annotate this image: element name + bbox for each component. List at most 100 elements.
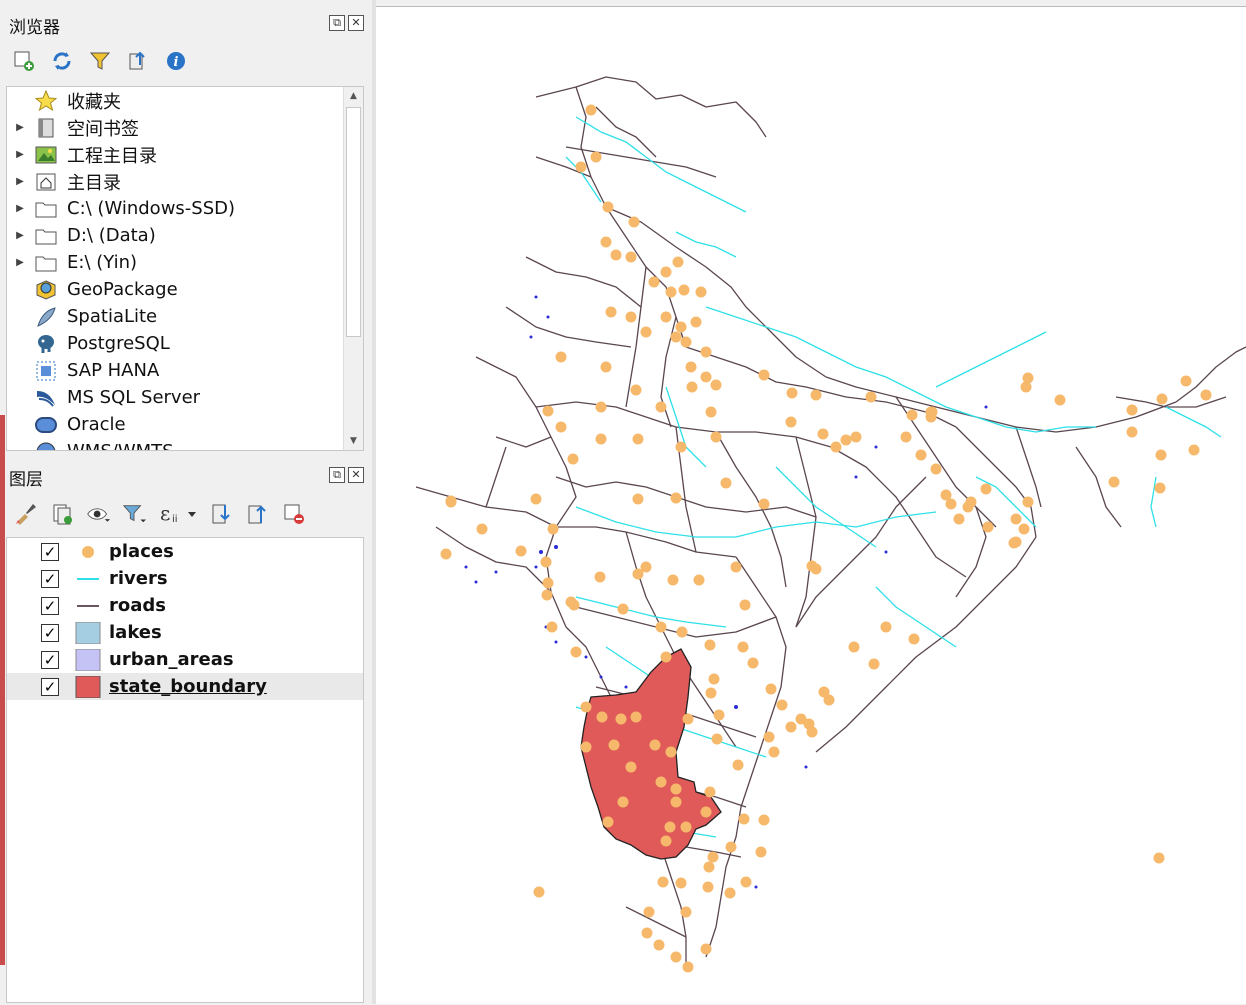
layer-visibility-checkbox[interactable]: ✓ bbox=[41, 623, 59, 642]
add-group-icon[interactable] bbox=[50, 502, 74, 526]
collapse-all-icon[interactable] bbox=[126, 49, 150, 73]
place-marker bbox=[641, 927, 653, 939]
layer-visibility-checkbox[interactable]: ✓ bbox=[41, 569, 59, 588]
place-marker bbox=[945, 498, 957, 510]
browser-scrollbar[interactable]: ▲ ▼ bbox=[343, 87, 363, 450]
tree-item-spatial-bookmarks[interactable]: ▶ 空间书签 bbox=[7, 114, 363, 141]
place-marker bbox=[711, 733, 723, 745]
tree-item-postgresql[interactable]: PostgreSQL bbox=[7, 330, 363, 357]
expand-arrow-icon[interactable]: ▶ bbox=[16, 257, 24, 268]
visibility-icon[interactable] bbox=[86, 502, 110, 526]
sap-hana-icon bbox=[33, 360, 59, 382]
place-marker bbox=[546, 621, 558, 633]
scroll-up-icon[interactable]: ▲ bbox=[350, 91, 357, 101]
place-marker bbox=[657, 876, 669, 888]
expression-icon[interactable]: ε ii bbox=[158, 502, 198, 526]
tree-item-spatialite[interactable]: SpatiaLite bbox=[7, 303, 363, 330]
dock-splitter[interactable] bbox=[372, 0, 376, 1004]
layer-name: state_boundary bbox=[109, 676, 267, 697]
expand-arrow-icon[interactable]: ▶ bbox=[16, 176, 24, 187]
style-icon[interactable] bbox=[14, 502, 38, 526]
place-marker bbox=[1010, 536, 1022, 548]
place-marker bbox=[785, 721, 797, 733]
tree-item-project-home[interactable]: ▶ 工程主目录 bbox=[7, 141, 363, 168]
map-canvas[interactable] bbox=[376, 6, 1246, 1004]
place-marker bbox=[672, 256, 684, 268]
info-icon[interactable]: i bbox=[164, 49, 188, 73]
place-marker bbox=[665, 286, 677, 298]
layers-panel-title: 图层 ⧉ ✕ bbox=[0, 462, 368, 490]
tree-item-label: 主目录 bbox=[67, 172, 121, 194]
tree-item-oracle[interactable]: Oracle bbox=[7, 411, 363, 438]
tree-item-label: D:\ (Data) bbox=[67, 225, 156, 246]
tree-item-drive-e[interactable]: ▶ E:\ (Yin) bbox=[7, 249, 363, 276]
refresh-icon[interactable] bbox=[50, 49, 74, 73]
close-icon[interactable]: ✕ bbox=[348, 15, 364, 31]
expand-arrow-icon[interactable]: ▶ bbox=[16, 203, 24, 214]
filter-icon[interactable] bbox=[88, 49, 112, 73]
tree-item-label: SpatiaLite bbox=[67, 306, 158, 327]
layer-row-roads[interactable]: ✓ roads bbox=[7, 592, 363, 619]
place-marker bbox=[632, 493, 644, 505]
tree-item-label: WMS/WMTS bbox=[67, 441, 174, 450]
place-marker bbox=[730, 561, 742, 573]
place-marker bbox=[700, 371, 712, 383]
tree-item-home[interactable]: ▶ 主目录 bbox=[7, 168, 363, 195]
scroll-down-icon[interactable]: ▼ bbox=[350, 436, 357, 446]
tree-item-label: 工程主目录 bbox=[67, 145, 157, 167]
tree-item-mssql[interactable]: MS SQL Server bbox=[7, 384, 363, 411]
float-icon[interactable]: ⧉ bbox=[329, 467, 345, 483]
map-svg[interactable] bbox=[376, 7, 1246, 1005]
place-marker bbox=[640, 326, 652, 338]
fill-symbol-icon bbox=[75, 675, 101, 698]
layer-row-lakes[interactable]: ✓ lakes bbox=[7, 619, 363, 646]
place-marker bbox=[1020, 381, 1032, 393]
place-marker bbox=[720, 477, 732, 489]
filter-icon[interactable] bbox=[122, 502, 146, 526]
layer-row-urban-areas[interactable]: ✓ urban_areas bbox=[7, 646, 363, 673]
layer-row-places[interactable]: ✓ places bbox=[7, 538, 363, 565]
layer-visibility-checkbox[interactable]: ✓ bbox=[41, 542, 59, 561]
place-marker bbox=[628, 216, 640, 228]
layer-row-rivers[interactable]: ✓ rivers bbox=[7, 565, 363, 592]
tree-item-wms[interactable]: WMS/WMTS bbox=[7, 438, 363, 450]
place-marker bbox=[705, 687, 717, 699]
tree-item-geopackage[interactable]: GeoPackage bbox=[7, 276, 363, 303]
tree-item-favorites[interactable]: 收藏夹 bbox=[7, 87, 363, 114]
layer-row-state-boundary[interactable]: ✓ state_boundary bbox=[7, 673, 363, 700]
add-layer-icon[interactable] bbox=[12, 49, 36, 73]
place-marker bbox=[710, 431, 722, 443]
place-marker bbox=[580, 701, 592, 713]
place-marker bbox=[655, 776, 667, 788]
place-marker bbox=[693, 574, 705, 586]
place-marker bbox=[570, 646, 582, 658]
tree-item-drive-c[interactable]: ▶ C:\ (Windows-SSD) bbox=[7, 195, 363, 222]
expand-arrow-icon[interactable]: ▶ bbox=[16, 149, 24, 160]
place-marker bbox=[708, 673, 720, 685]
remove-layer-icon[interactable] bbox=[282, 502, 306, 526]
place-marker bbox=[758, 369, 770, 381]
layer-visibility-checkbox[interactable]: ✓ bbox=[41, 650, 59, 669]
place-marker bbox=[725, 841, 737, 853]
expand-all-icon[interactable] bbox=[210, 502, 234, 526]
postgresql-icon bbox=[33, 333, 59, 355]
place-marker bbox=[704, 639, 716, 651]
expand-arrow-icon[interactable]: ▶ bbox=[16, 122, 24, 133]
place-marker bbox=[567, 453, 579, 465]
close-icon[interactable]: ✕ bbox=[348, 467, 364, 483]
tree-item-sap-hana[interactable]: SAP HANA bbox=[7, 357, 363, 384]
float-icon[interactable]: ⧉ bbox=[329, 15, 345, 31]
collapse-all-icon[interactable] bbox=[246, 502, 270, 526]
layer-visibility-checkbox[interactable]: ✓ bbox=[41, 596, 59, 615]
layer-visibility-checkbox[interactable]: ✓ bbox=[41, 677, 59, 696]
place-marker bbox=[594, 571, 606, 583]
layers-list: ✓ places ✓ rivers ✓ roads ✓ lakes ✓ urba… bbox=[6, 537, 364, 1003]
tree-item-drive-d[interactable]: ▶ D:\ (Data) bbox=[7, 222, 363, 249]
layer-name: places bbox=[109, 541, 174, 562]
place-marker bbox=[840, 434, 852, 446]
lakes-layer bbox=[464, 295, 988, 889]
place-marker bbox=[632, 568, 644, 580]
scroll-thumb[interactable] bbox=[346, 107, 361, 337]
place-marker bbox=[682, 961, 694, 973]
expand-arrow-icon[interactable]: ▶ bbox=[16, 230, 24, 241]
